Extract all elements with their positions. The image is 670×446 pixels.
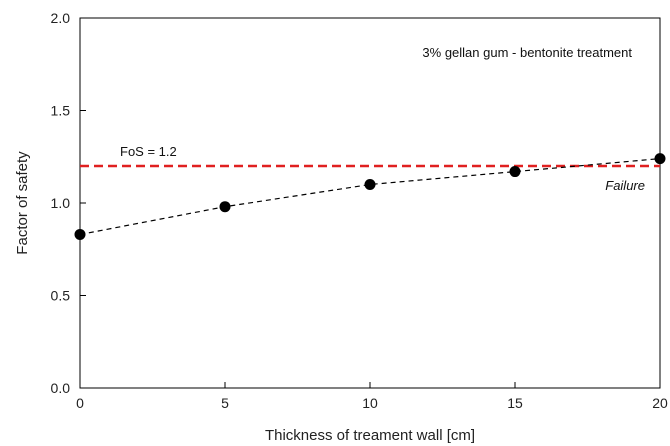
plot-frame bbox=[79, 17, 661, 389]
x-tick-label: 5 bbox=[221, 395, 229, 411]
fos-label: FoS = 1.2 bbox=[120, 144, 177, 159]
data-point bbox=[219, 201, 231, 213]
y-tick-label: 2.0 bbox=[51, 10, 71, 26]
failure-annotation: Failure bbox=[605, 178, 645, 193]
treatment-annotation: 3% gellan gum - bentonite treatment bbox=[422, 45, 632, 60]
x-tick-label: 0 bbox=[76, 395, 84, 411]
x-axis-ticks: 0 5 10 15 20 bbox=[76, 382, 668, 411]
y-axis-ticks: 0.0 0.5 1.0 1.5 2.0 bbox=[51, 10, 86, 396]
data-point bbox=[654, 153, 666, 165]
data-point bbox=[74, 228, 86, 240]
x-axis-title: Thickness of treament wall [cm] bbox=[265, 427, 475, 444]
data-point bbox=[364, 179, 376, 190]
y-tick-label: 1.0 bbox=[51, 195, 71, 211]
data-points bbox=[74, 153, 666, 240]
y-tick-label: 0.0 bbox=[51, 380, 71, 396]
data-point bbox=[509, 166, 521, 178]
y-tick-label: 1.5 bbox=[51, 103, 71, 119]
x-tick-label: 15 bbox=[507, 395, 523, 411]
y-axis-title: Factor of safety bbox=[14, 151, 31, 255]
x-tick-label: 20 bbox=[652, 395, 668, 411]
y-tick-label: 0.5 bbox=[51, 288, 71, 304]
trend-line bbox=[79, 158, 661, 236]
x-tick-label: 10 bbox=[362, 395, 378, 411]
